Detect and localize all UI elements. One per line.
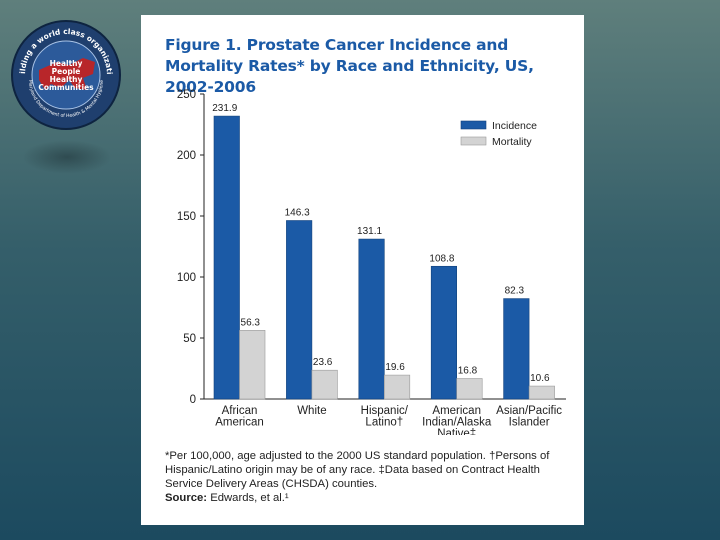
logo-center-line: Healthy bbox=[50, 59, 83, 68]
logo-shadow bbox=[22, 140, 112, 174]
mortality-data-label: 16.8 bbox=[458, 366, 478, 377]
y-tick-label: 50 bbox=[183, 333, 196, 345]
y-tick-label: 150 bbox=[177, 211, 196, 223]
x-tick-label: Hispanic/ bbox=[361, 405, 409, 417]
x-tick-label: American bbox=[432, 405, 481, 417]
logo-center-line: Communities bbox=[38, 83, 94, 92]
bar-chart: 050100150200250231.956.3AfricanAmerican1… bbox=[177, 89, 566, 435]
legend-swatch bbox=[460, 120, 487, 130]
y-tick-label: 200 bbox=[177, 150, 196, 162]
legend-label: Mortality bbox=[492, 136, 532, 148]
chart-panel: Figure 1. Prostate Cancer Incidence and … bbox=[141, 15, 584, 525]
mortality-data-label: 23.6 bbox=[313, 357, 333, 368]
x-tick-label: American bbox=[215, 417, 264, 429]
maryland-map-icon bbox=[39, 58, 95, 90]
chart-title: Figure 1. Prostate Cancer Incidence and … bbox=[165, 36, 534, 96]
source-text: Edwards, et al.¹ bbox=[207, 492, 289, 504]
mortality-data-label: 10.6 bbox=[530, 373, 550, 384]
incidence-data-label: 146.3 bbox=[285, 208, 310, 219]
x-tick-label: Islander bbox=[509, 417, 550, 429]
mortality-bar bbox=[384, 374, 411, 400]
y-tick-label: 0 bbox=[190, 394, 196, 406]
incidence-bar bbox=[213, 115, 240, 400]
chart-source: Source: Edwards, et al.¹ bbox=[165, 492, 575, 504]
x-tick-label: African bbox=[222, 405, 258, 417]
incidence-bar bbox=[286, 220, 313, 400]
x-tick-label: Latino† bbox=[365, 417, 403, 429]
incidence-data-label: 231.9 bbox=[212, 103, 237, 114]
x-tick-label: White bbox=[297, 405, 326, 417]
logo-center-line: People bbox=[52, 67, 81, 76]
mdhmh-logo: Building a world class organization Mary… bbox=[9, 18, 121, 130]
legend-swatch bbox=[460, 136, 487, 146]
chart-footnote: *Per 100,000, age adjusted to the 2000 U… bbox=[165, 450, 550, 490]
mortality-bar bbox=[239, 330, 266, 400]
logo-center-line: Healthy bbox=[50, 75, 83, 84]
incidence-bar bbox=[358, 238, 385, 400]
incidence-bar bbox=[430, 265, 458, 400]
x-tick-label: Indian/Alaska bbox=[422, 417, 492, 429]
incidence-data-label: 82.3 bbox=[505, 286, 525, 297]
x-tick-label: Asian/Pacific bbox=[496, 405, 562, 417]
incidence-data-label: 131.1 bbox=[357, 226, 382, 237]
mortality-data-label: 56.3 bbox=[241, 317, 261, 328]
source-label: Source: bbox=[165, 492, 208, 504]
x-tick-label: Native‡ bbox=[437, 428, 476, 435]
legend-label: Incidence bbox=[492, 120, 537, 132]
mortality-bar bbox=[311, 369, 338, 400]
mortality-bar bbox=[528, 385, 555, 400]
incidence-bar bbox=[503, 298, 530, 400]
mortality-bar bbox=[456, 378, 483, 400]
y-tick-label: 250 bbox=[177, 89, 196, 101]
mortality-data-label: 19.6 bbox=[385, 362, 405, 373]
y-tick-label: 100 bbox=[177, 272, 196, 284]
incidence-data-label: 108.8 bbox=[429, 253, 454, 264]
